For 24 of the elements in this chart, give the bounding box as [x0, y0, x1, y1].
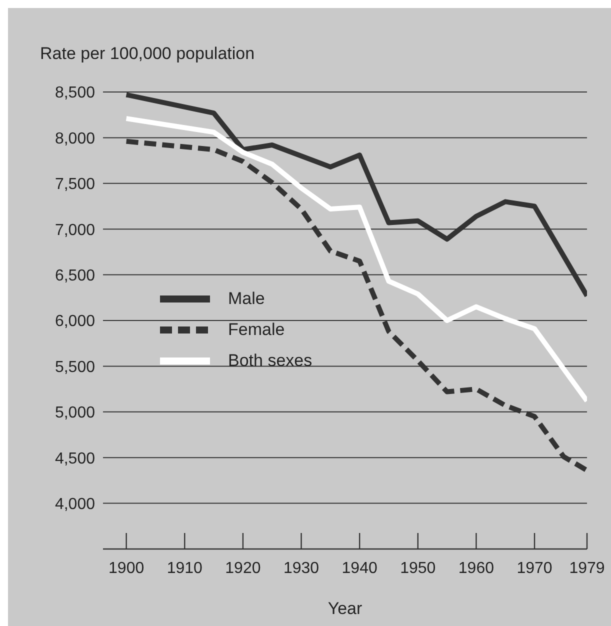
x-axis-title: Year	[328, 599, 363, 618]
x-tick-label: 1950	[400, 560, 436, 577]
y-axis-title: Rate per 100,000 population	[40, 44, 255, 64]
y-tick-label: 8,000	[54, 130, 96, 148]
y-tick-label: 6,500	[54, 267, 96, 284]
x-tick-label: 1910	[166, 560, 203, 577]
y-tick-label: 8,500	[54, 84, 96, 102]
x-tick-label: 1940	[342, 560, 378, 577]
legend-label: Both sexes	[228, 350, 312, 370]
y-tick-label: 6,000	[54, 313, 96, 330]
y-tick-label: 5,000	[54, 404, 96, 422]
x-tick-label: 1960	[458, 560, 494, 577]
legend-label: Female	[228, 320, 285, 340]
x-tick-label: 1970	[516, 560, 552, 577]
y-tick-label: 4,500	[54, 450, 96, 468]
y-tick-label: 7,500	[54, 176, 96, 194]
x-tick-label: 1900	[108, 560, 144, 577]
x-tick-label: 1920	[225, 560, 261, 577]
y-tick-label: 7,000	[54, 222, 96, 239]
legend-label: Male	[228, 288, 265, 308]
x-tick-label: 1979	[569, 560, 605, 577]
x-tick-label: 1930	[283, 560, 320, 577]
y-tick-label: 4,000	[54, 496, 96, 513]
y-tick-label: 5,500	[54, 358, 96, 376]
